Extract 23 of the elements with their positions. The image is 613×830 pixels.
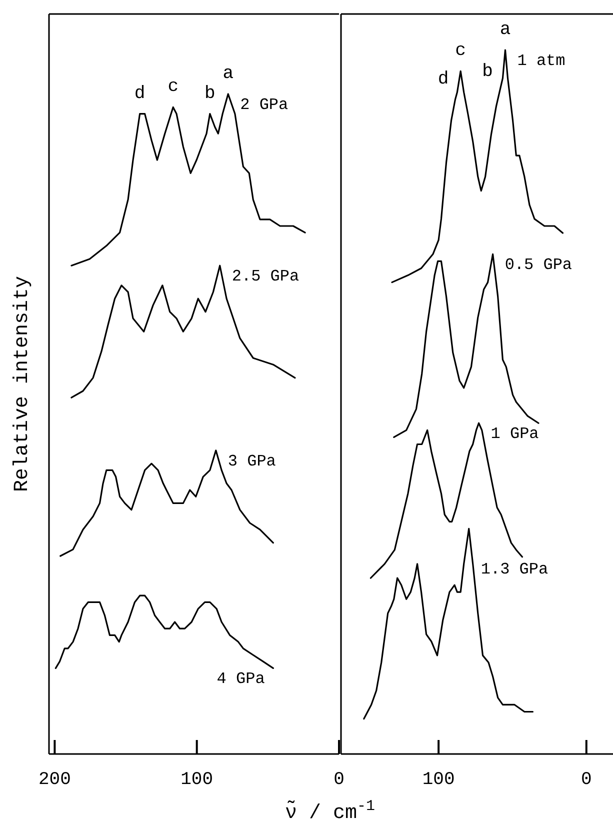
annotation: d: [438, 69, 449, 90]
series-label: 0.5 GPa: [504, 256, 572, 274]
annotation: d: [134, 84, 146, 104]
series-label: 1 atm: [517, 52, 566, 70]
x-tick-label: 200: [38, 770, 71, 790]
series-label: 2 GPa: [240, 96, 289, 114]
series-label: 4 GPa: [216, 670, 266, 688]
x-tick-label: 100: [422, 770, 455, 790]
annotation: b: [482, 62, 493, 82]
series-label: 1 GPa: [490, 425, 540, 444]
y-axis-title: Relative intensity: [11, 276, 34, 492]
annotation: a: [500, 20, 511, 40]
series-label: 1.3 GPa: [480, 560, 548, 579]
x-tick-label: 0: [580, 770, 592, 790]
series-label: 3 GPa: [228, 452, 276, 470]
series-label: 2.5 GPa: [232, 268, 300, 286]
annotation: b: [204, 84, 216, 104]
x-axis-title: ν̃ / cm$^{-1}$: [284, 798, 376, 825]
x-tick-label: 0: [334, 770, 344, 790]
annotation: a: [222, 64, 234, 84]
annotation: c: [168, 77, 179, 98]
x-tick-label: 100: [180, 770, 214, 790]
annotation: c: [455, 41, 466, 62]
